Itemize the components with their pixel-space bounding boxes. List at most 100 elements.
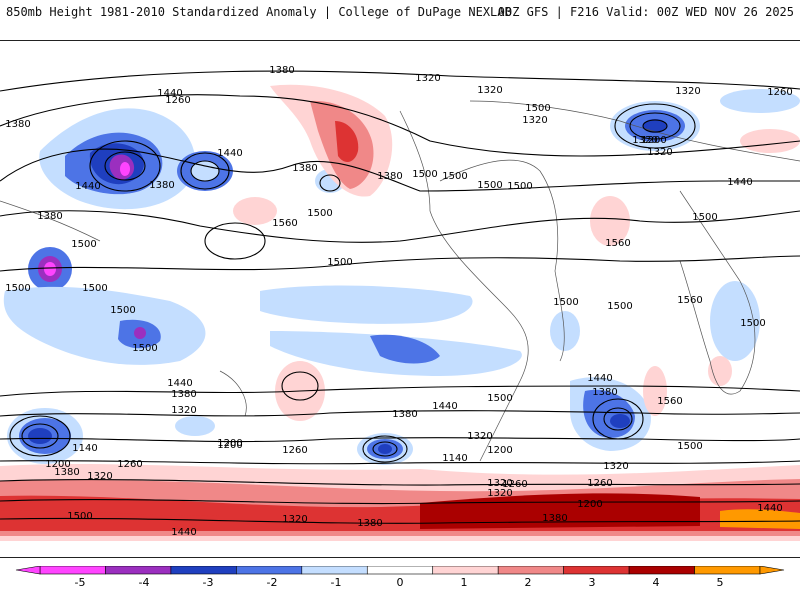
contour-label: 1320 xyxy=(603,461,628,472)
anomaly-shading xyxy=(0,84,800,541)
colorbar-swatch xyxy=(236,565,303,575)
colorbar-swatch xyxy=(628,565,695,575)
colorbar-swatch xyxy=(301,565,368,575)
contour-label: 1320 xyxy=(282,514,307,525)
contour-label: 1320 xyxy=(477,85,502,96)
contour-label: 1260 xyxy=(282,445,307,456)
colorbar-tick-label: 0 xyxy=(397,576,404,589)
colorbar-swatch xyxy=(170,565,237,575)
contour-label: 1500 xyxy=(82,283,107,294)
contour-label: 1380 xyxy=(292,163,317,174)
contour-label: 1320 xyxy=(632,135,657,146)
colorbar-swatch xyxy=(39,565,106,575)
contour-label: 1440 xyxy=(157,88,182,99)
contour-label: 1440 xyxy=(171,527,196,538)
colorbar-tick-label: 3 xyxy=(589,576,596,589)
contour-label: 1440 xyxy=(432,401,457,412)
contour-label: 1260 xyxy=(117,459,142,470)
colorbar-high-arrow xyxy=(759,565,785,575)
colorbar-swatch xyxy=(563,565,630,575)
contour-label: 1500 xyxy=(692,212,717,223)
contour-label: 1320 xyxy=(522,115,547,126)
contour-label: 1320 xyxy=(487,488,512,499)
contour-label: 1440 xyxy=(757,503,782,514)
contour-label: 1560 xyxy=(657,396,682,407)
contour-label: 1500 xyxy=(71,239,96,250)
contour-label: 1380 xyxy=(592,387,617,398)
colorbar-tick-label: 5 xyxy=(717,576,724,589)
contour-label: 1320 xyxy=(415,73,440,84)
contour-label: 1500 xyxy=(412,169,437,180)
contour-label: 1260 xyxy=(767,87,792,98)
colorbar-tick-label: -5 xyxy=(75,576,86,589)
contour-label: 1320 xyxy=(487,478,512,489)
colorbar-tick-label: 2 xyxy=(525,576,532,589)
contour-label: 1320 xyxy=(87,471,112,482)
contour-label: 1200 xyxy=(45,459,70,470)
contour-label: 1560 xyxy=(677,295,702,306)
contour-label: 1500 xyxy=(307,208,332,219)
height-contours xyxy=(0,70,800,524)
coastlines xyxy=(0,100,800,462)
contour-label: 1380 xyxy=(37,211,62,222)
map-title: 850mb Height 1981-2010 Standardized Anom… xyxy=(6,5,512,19)
contour-label: 1380 xyxy=(149,180,174,191)
contour-label: 1440 xyxy=(587,373,612,384)
contour-label: 1260 xyxy=(502,479,527,490)
contour-label: 1380 xyxy=(5,119,30,130)
model-run-info: 00Z GFS | F216 Valid: 00Z WED NOV 26 202… xyxy=(497,5,794,19)
contour-label: 1140 xyxy=(72,443,97,454)
contour-label: 1380 xyxy=(542,513,567,524)
contour-label: 1500 xyxy=(507,181,532,192)
contour-label: 1500 xyxy=(442,171,467,182)
contour-label: 1320 xyxy=(647,147,672,158)
contour-label: 1380 xyxy=(392,409,417,420)
colorbar: -5 -4 -3 -2 -1 0 1 2 3 4 5 xyxy=(0,565,800,600)
contour-label: 1380 xyxy=(54,467,79,478)
contour-label: 1440 xyxy=(167,378,192,389)
colorbar-swatch xyxy=(432,565,499,575)
contour-label: 1320 xyxy=(675,86,700,97)
anomaly-map: 1380 1320 1440 1260 1320 1380 1500 1320 1320 1260… xyxy=(0,40,800,558)
contour-label: 1200 xyxy=(217,438,242,449)
contour-label: 1560 xyxy=(605,238,630,249)
contour-label: 1140 xyxy=(442,453,467,464)
contour-label: 1500 xyxy=(477,180,502,191)
contour-label: 1260 xyxy=(587,478,612,489)
contour-label: 1500 xyxy=(740,318,765,329)
contour-label: 1200 xyxy=(641,135,666,146)
contour-label: 1500 xyxy=(487,393,512,404)
colorbar-swatch xyxy=(105,565,172,575)
contour-label: 1500 xyxy=(5,283,30,294)
colorbar-ticks: -5 -4 -3 -2 -1 0 1 2 3 4 5 xyxy=(75,576,724,589)
contour-label: 1200 xyxy=(487,445,512,456)
contour-label: 1200 xyxy=(217,440,242,451)
contour-label: 1500 xyxy=(553,297,578,308)
contour-label: 1500 xyxy=(132,343,157,354)
contour-label: 1500 xyxy=(327,257,352,268)
contour-label: 1320 xyxy=(171,405,196,416)
contour-label: 1500 xyxy=(677,441,702,452)
contour-label: 1380 xyxy=(377,171,402,182)
contour-label: 1500 xyxy=(607,301,632,312)
contour-label: 1200 xyxy=(577,499,602,510)
contour-label: 1560 xyxy=(272,218,297,229)
colorbar-tick-label: -4 xyxy=(139,576,150,589)
contour-label: 1440 xyxy=(217,148,242,159)
contour-label: 1320 xyxy=(467,431,492,442)
colorbar-tick-label: 4 xyxy=(653,576,660,589)
colorbar-tick-label: -2 xyxy=(267,576,278,589)
colorbar-swatch xyxy=(497,565,564,575)
colorbar-swatch xyxy=(694,565,761,575)
contour-label: 1500 xyxy=(525,103,550,114)
contour-label: 1500 xyxy=(67,511,92,522)
contour-label: 1260 xyxy=(165,95,190,106)
contour-label: 1440 xyxy=(727,177,752,188)
contour-label: 1380 xyxy=(171,389,196,400)
colorbar-tick-label: -3 xyxy=(203,576,214,589)
contour-label: 1380 xyxy=(269,65,294,76)
colorbar-swatch xyxy=(366,565,434,575)
contour-label: 1380 xyxy=(357,518,382,529)
colorbar-low-arrow xyxy=(15,565,41,575)
contour-label: 1440 xyxy=(75,181,100,192)
